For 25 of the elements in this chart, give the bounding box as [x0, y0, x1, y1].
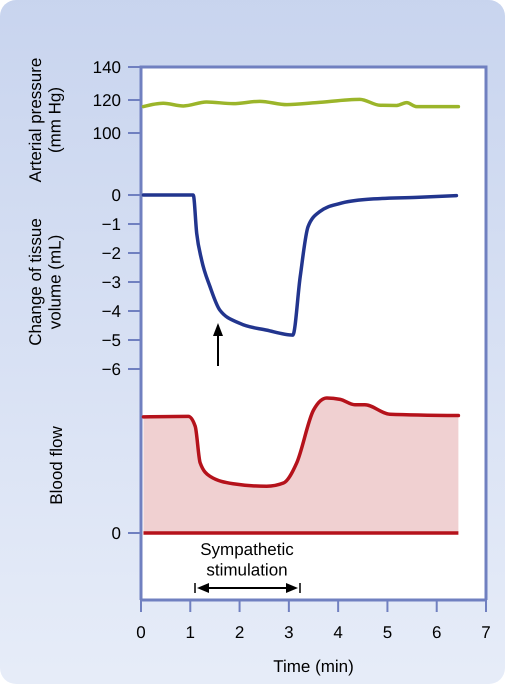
- x-tick-label: 2: [234, 623, 244, 642]
- y-tick-label: −1: [102, 214, 121, 234]
- y-tick-label: 120: [92, 90, 121, 110]
- x-tick-label: 5: [382, 623, 392, 642]
- x-tick-label: 1: [186, 623, 196, 642]
- x-tick-label: 4: [333, 623, 343, 642]
- y-tick-label: −5: [102, 330, 121, 350]
- x-tick-label: 3: [284, 623, 294, 642]
- x-axis-title: Time (min): [273, 657, 354, 676]
- y-axis-title: Change of tissue volume (mL): [26, 218, 65, 346]
- line-series: [142, 193, 458, 337]
- y-tick-label: −4: [102, 302, 121, 321]
- y-tick-label: 0: [112, 186, 121, 205]
- x-tick-label: 7: [481, 623, 491, 642]
- y-tick-label: 140: [92, 58, 121, 77]
- x-tick-label: 0: [136, 623, 146, 642]
- text: Sympathetic stimulation: [200, 540, 294, 580]
- y-tick-label: −2: [102, 244, 121, 263]
- y-tick-label: −6: [102, 360, 121, 379]
- y-tick-label: 100: [92, 124, 121, 143]
- y-axis-title: Blood flow: [46, 426, 66, 505]
- x-tick-label: 6: [432, 623, 442, 642]
- y-tick-label: −3: [102, 272, 121, 292]
- y-axis-title: Arterial pressure (mm Hg): [26, 58, 65, 182]
- line-series: [142, 98, 460, 108]
